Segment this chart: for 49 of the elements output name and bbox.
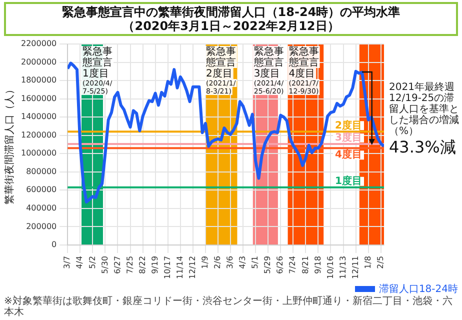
x-tick-label: 6/26 xyxy=(276,256,285,274)
text: 2021年最終週12/19-25の滞留人口を基準とした場合の増減（%） xyxy=(389,80,459,137)
x-tick-label: 7/24 xyxy=(288,256,298,274)
x-tick-label: 8/22 xyxy=(138,256,147,274)
text: ※対象繁華街は歌舞伎町・銀座コリドー街・渋谷センター街・上野仲町通り・新宿二丁目・池袋・六本木 xyxy=(3,296,454,318)
x-tick-label: 2/5 xyxy=(376,256,385,269)
y-tick-label: 800000 xyxy=(26,166,57,176)
ref-line-label: 2度目 xyxy=(335,119,362,132)
x-tick-label: 4/4 xyxy=(75,256,84,269)
y-tick-label: 2200000 xyxy=(20,39,57,48)
x-tick-label: 10/17 xyxy=(162,256,172,280)
x-tick-label: 1/8 xyxy=(363,256,372,269)
y-tick-label: 1000000 xyxy=(20,148,57,158)
x-tick-label: 6/27 xyxy=(112,256,122,274)
y-tick-label: 2000000 xyxy=(20,57,57,66)
ref-line-label: 1度目 xyxy=(335,174,362,187)
y-tick-label: 1400000 xyxy=(20,112,57,122)
x-tick-label: 12/12 xyxy=(188,256,198,280)
ref-line-label: 3度目 xyxy=(335,132,362,144)
x-tick-label: 5/29 xyxy=(263,256,272,274)
x-tick-label: 1/9 xyxy=(200,256,210,269)
x-tick-label: 5/1 xyxy=(250,256,260,269)
y-tick-label: 200000 xyxy=(26,222,57,231)
x-tick-label: 11/13 xyxy=(338,256,348,280)
x-tick-label: 5/30 xyxy=(100,256,110,274)
ref-line-label: 4度目 xyxy=(335,148,362,161)
x-tick-label: 3/6 xyxy=(226,256,235,269)
y-tick-label: 600000 xyxy=(26,185,57,194)
x-tick-label: 4/3 xyxy=(238,256,248,269)
annotation: 43.3%減 xyxy=(389,137,456,156)
x-tick-label: 8/21 xyxy=(300,256,310,274)
x-tick-label: 10/16 xyxy=(326,256,335,280)
y-axis-title: 繁華街夜間滞留人口（人） xyxy=(4,84,16,204)
x-tick-label: 9/19 xyxy=(150,256,160,274)
x-tick-label: 9/18 xyxy=(313,256,322,274)
y-tick-label: 1800000 xyxy=(20,76,57,85)
chart-subtitle: （2020年3月1日～2022年2月12日） xyxy=(122,19,340,33)
x-tick-label: 11/14 xyxy=(175,256,184,280)
y-tick-label: 1600000 xyxy=(20,94,57,103)
x-tick-label: 3/7 xyxy=(62,256,72,269)
x-tick-label: 2/6 xyxy=(213,256,222,269)
x-tick-label: 12/11 xyxy=(350,256,360,280)
y-tick-label: 0 xyxy=(52,240,57,250)
chart-title: 緊急事態宣言中の繁華街夜間滞留人口（18-24時）の平均水準 xyxy=(60,5,402,19)
x-tick-label: 7/25 xyxy=(125,256,134,274)
x-tick-label: 5/2 xyxy=(88,256,97,269)
y-tick-label: 1200000 xyxy=(20,130,57,140)
y-tick-label: 400000 xyxy=(26,203,57,212)
legend-label: 滞留人口18-24時 xyxy=(378,282,458,296)
